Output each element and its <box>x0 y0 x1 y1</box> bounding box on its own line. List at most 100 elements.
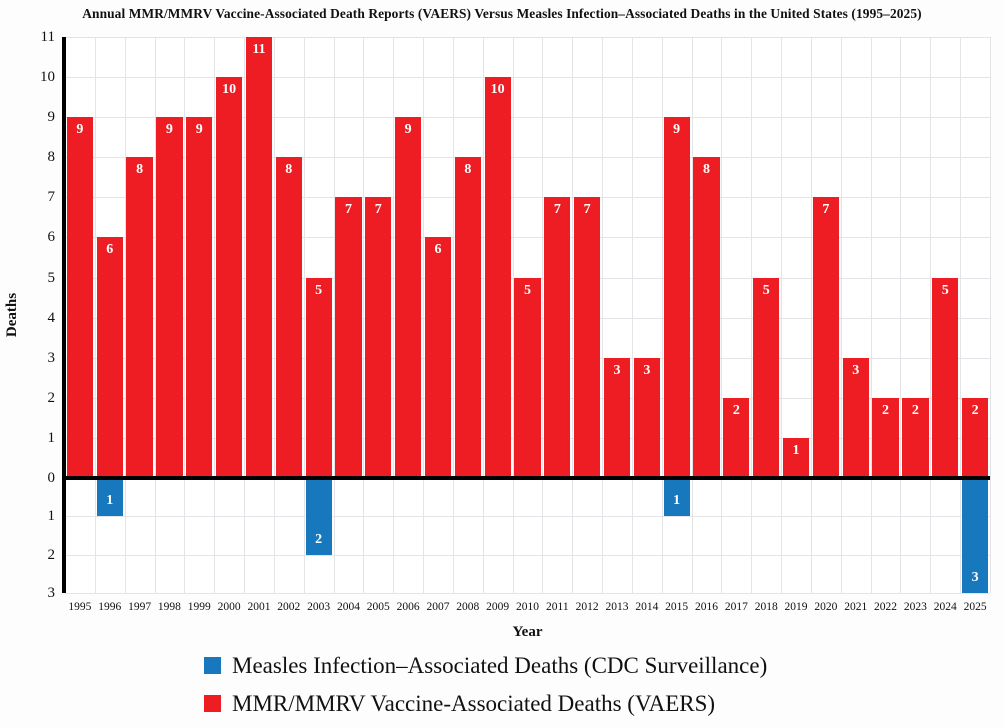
gridline-horizontal <box>65 117 990 119</box>
x-tick-2017: 2017 <box>724 601 748 613</box>
gridline-horizontal <box>65 197 990 199</box>
bar-vaers-2021 <box>842 357 869 478</box>
bar-value-label: 10 <box>222 82 237 98</box>
x-tick-2012: 2012 <box>575 601 599 613</box>
x-tick-1996: 1996 <box>98 601 122 613</box>
y-tick-up-8: 8 <box>47 149 56 166</box>
y-tick-up-11: 11 <box>40 29 55 45</box>
bar-vaers-2009 <box>484 77 511 478</box>
x-tick-2019: 2019 <box>784 601 808 613</box>
gridline-vertical <box>930 37 932 593</box>
bar-value-label: 7 <box>583 202 591 218</box>
bar-vaers-2007 <box>424 237 452 478</box>
y-tick-up-5: 5 <box>47 269 56 286</box>
bar-vaers-2001 <box>245 37 273 478</box>
bar-value-label: 1 <box>673 493 681 509</box>
y-tick-down-3: 3 <box>47 585 56 601</box>
gridline-vertical <box>154 37 156 593</box>
bar-value-label: 8 <box>285 162 293 178</box>
bar-vaers-2013 <box>603 357 631 478</box>
x-tick-2022: 2022 <box>874 601 898 613</box>
gridline-vertical <box>810 37 812 593</box>
bar-vaers-2011 <box>544 197 571 478</box>
bar-value-label: 5 <box>315 282 323 298</box>
gridline-vertical <box>751 37 753 593</box>
bar-value-label: 8 <box>136 162 144 178</box>
bar-value-label: 9 <box>165 122 173 138</box>
y-tick-up-9: 9 <box>47 109 56 126</box>
bar-vaers-2000 <box>215 77 243 478</box>
bar-vaers-2014 <box>633 357 660 478</box>
bar-vaers-2012 <box>574 197 601 478</box>
gridline-vertical <box>214 37 216 593</box>
bar-value-label: 3 <box>643 362 651 378</box>
y-axis-line <box>62 37 66 593</box>
bar-value-label: 3 <box>971 570 979 585</box>
gridline-vertical <box>661 37 663 593</box>
x-tick-2005: 2005 <box>366 601 390 613</box>
gridline-vertical <box>721 37 723 593</box>
x-tick-1995: 1995 <box>68 601 92 613</box>
bar-value-label: 3 <box>613 362 621 378</box>
gridline-vertical <box>393 37 395 593</box>
y-tick-up-10: 10 <box>40 69 55 86</box>
bar-value-label: 5 <box>523 282 531 298</box>
x-tick-2021: 2021 <box>844 601 868 613</box>
bar-value-label: 5 <box>762 282 770 298</box>
x-tick-2004: 2004 <box>336 601 360 613</box>
gridline-vertical <box>542 37 544 593</box>
bar-vaers-2010 <box>514 277 541 478</box>
gridline-vertical <box>303 37 305 593</box>
x-tick-2020: 2020 <box>814 601 838 613</box>
x-tick-2006: 2006 <box>396 601 420 613</box>
bar-vaers-1999 <box>186 117 213 478</box>
gridline-horizontal <box>65 77 990 79</box>
bar-vaers-1998 <box>156 117 183 478</box>
bar-value-label: 8 <box>703 162 711 178</box>
bar-vaers-2015 <box>663 117 690 478</box>
bar-value-label: 9 <box>673 122 681 138</box>
bar-value-label: 2 <box>971 402 979 418</box>
bar-value-label: 2 <box>882 402 890 418</box>
bar-value-label: 6 <box>106 242 114 258</box>
gridline-vertical <box>273 37 275 593</box>
gridline-vertical <box>184 37 186 593</box>
y-tick-up-2: 2 <box>47 389 56 406</box>
bar-value-label: 7 <box>822 202 830 218</box>
bar-value-label: 5 <box>941 282 949 298</box>
x-tick-2018: 2018 <box>754 601 778 613</box>
legend-swatch-red <box>204 695 221 712</box>
bar-vaers-1995 <box>66 117 94 478</box>
bar-value-label: 2 <box>315 531 323 547</box>
bar-value-label: 9 <box>195 122 203 138</box>
x-tick-2007: 2007 <box>426 601 450 613</box>
y-tick-down-2: 2 <box>47 546 56 563</box>
bar-value-label: 7 <box>374 202 382 218</box>
bar-vaers-2004 <box>335 197 362 478</box>
bar-value-label: 11 <box>252 42 266 57</box>
bar-value-label: 8 <box>464 162 472 178</box>
gridline-horizontal <box>65 516 990 518</box>
zero-baseline <box>62 476 990 480</box>
y-tick-up-7: 7 <box>47 189 56 206</box>
x-tick-2023: 2023 <box>903 601 927 613</box>
y-tick-down-1: 1 <box>47 508 56 525</box>
bar-vaers-2020 <box>812 197 839 478</box>
chart-title: Annual MMR/MMRV Vaccine-Associated Death… <box>82 6 922 21</box>
x-tick-2011: 2011 <box>546 601 569 613</box>
gridline-vertical <box>691 37 693 593</box>
bar-vaers-2025 <box>961 397 989 478</box>
gridline-horizontal <box>65 157 990 159</box>
gridline-vertical <box>960 37 962 593</box>
gridline-vertical <box>572 37 574 593</box>
bar-measles-2025 <box>961 478 989 593</box>
bar-vaers-2018 <box>753 277 780 478</box>
x-tick-2002: 2002 <box>277 601 301 613</box>
legend-label: MMR/MMRV Vaccine-Associated Deaths (VAER… <box>232 691 716 716</box>
bar-value-label: 1 <box>792 442 800 458</box>
x-tick-2008: 2008 <box>456 601 480 613</box>
gridline-vertical <box>840 37 842 593</box>
bar-vaers-1997 <box>126 157 153 478</box>
gridline-vertical <box>512 37 514 593</box>
gridline-vertical <box>900 37 902 593</box>
